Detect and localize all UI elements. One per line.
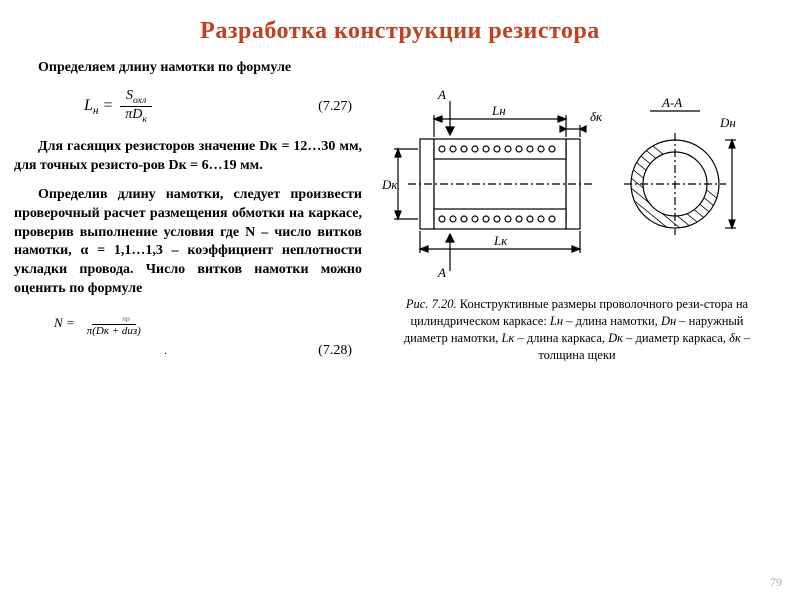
- label-Dk: Dк: [381, 177, 398, 192]
- label-A-bottom: А: [437, 265, 446, 279]
- content-area: Определяем длину намотки по формуле Lн =…: [0, 59, 800, 371]
- label-A-top: А: [437, 87, 446, 102]
- formula2-lhs: N =: [54, 315, 75, 331]
- resistor-diagram: Lн δк Dк Lк: [380, 79, 740, 279]
- label-deltak: δк: [590, 109, 603, 124]
- label-AA: А-А: [661, 95, 682, 110]
- equation-number-2: (7.28): [318, 343, 362, 359]
- label-Ln: Lн: [491, 103, 506, 118]
- page-title: Разработка конструкции резистора: [0, 0, 800, 59]
- formula-lhs: Lн =: [84, 97, 113, 117]
- formula-7-27: Lн = Sохл πDк (7.27): [14, 88, 362, 126]
- paragraph-3: Определив длину намотки, следует произве…: [14, 186, 362, 299]
- left-column: Определяем длину намотки по формуле Lн =…: [14, 59, 374, 371]
- label-Dn: Dн: [719, 115, 736, 130]
- equation-number: (7.27): [318, 99, 362, 115]
- formula2-fraction: пр π(Dк + dиз): [81, 309, 147, 337]
- label-Lk: Lк: [493, 233, 508, 248]
- page-number: 79: [770, 575, 782, 590]
- formula-trailing-dot: .: [164, 343, 167, 358]
- figure-caption: Рис. 7.20. Конструктивные размеры провол…: [380, 292, 774, 368]
- paragraph-2: Для гасящих резисторов значение Dк = 12……: [14, 138, 362, 176]
- right-column: Lн δк Dк Lк: [374, 59, 774, 371]
- formula-7-28-num: . (7.28): [14, 343, 362, 359]
- formula-7-28: N = пр π(Dк + dиз): [14, 309, 362, 337]
- formula-fraction: Sохл πDк: [119, 88, 153, 126]
- paragraph-1: Определяем длину намотки по формуле: [14, 59, 362, 78]
